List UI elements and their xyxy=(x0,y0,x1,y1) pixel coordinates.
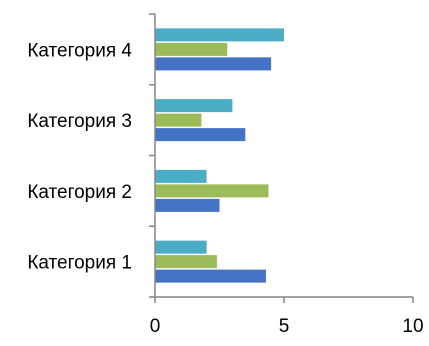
bar-series-1-category-3 xyxy=(155,128,246,142)
bar-series-1-category-4 xyxy=(155,57,272,71)
x-tick-label-1: 0 xyxy=(150,316,161,337)
bar-series-2-category-2 xyxy=(155,184,269,198)
bar-series-1-category-2 xyxy=(155,198,220,212)
ticks-group xyxy=(149,13,414,303)
bar-series-2-category-3 xyxy=(155,113,202,127)
labels-group: Категория 1 Категория 2 Категория 3 Категор… xyxy=(27,40,423,337)
category-label-3: Категория 3 xyxy=(27,111,132,132)
bar-series-3-category-4 xyxy=(155,28,284,42)
x-tick-label-3: 10 xyxy=(402,316,423,337)
bars-group xyxy=(155,28,284,283)
bar-series-3-category-3 xyxy=(155,99,233,113)
axes-group xyxy=(154,14,413,298)
category-label-1: Категория 1 xyxy=(27,253,132,274)
bar-series-3-category-1 xyxy=(155,240,207,254)
category-label-4: Категория 4 xyxy=(27,40,132,61)
bar-series-2-category-4 xyxy=(155,42,228,56)
bar-series-1-category-1 xyxy=(155,269,266,283)
bar-series-2-category-1 xyxy=(155,255,217,269)
bar-series-3-category-2 xyxy=(155,169,207,183)
category-label-2: Категория 2 xyxy=(27,182,132,203)
x-tick-label-2: 5 xyxy=(279,316,290,337)
